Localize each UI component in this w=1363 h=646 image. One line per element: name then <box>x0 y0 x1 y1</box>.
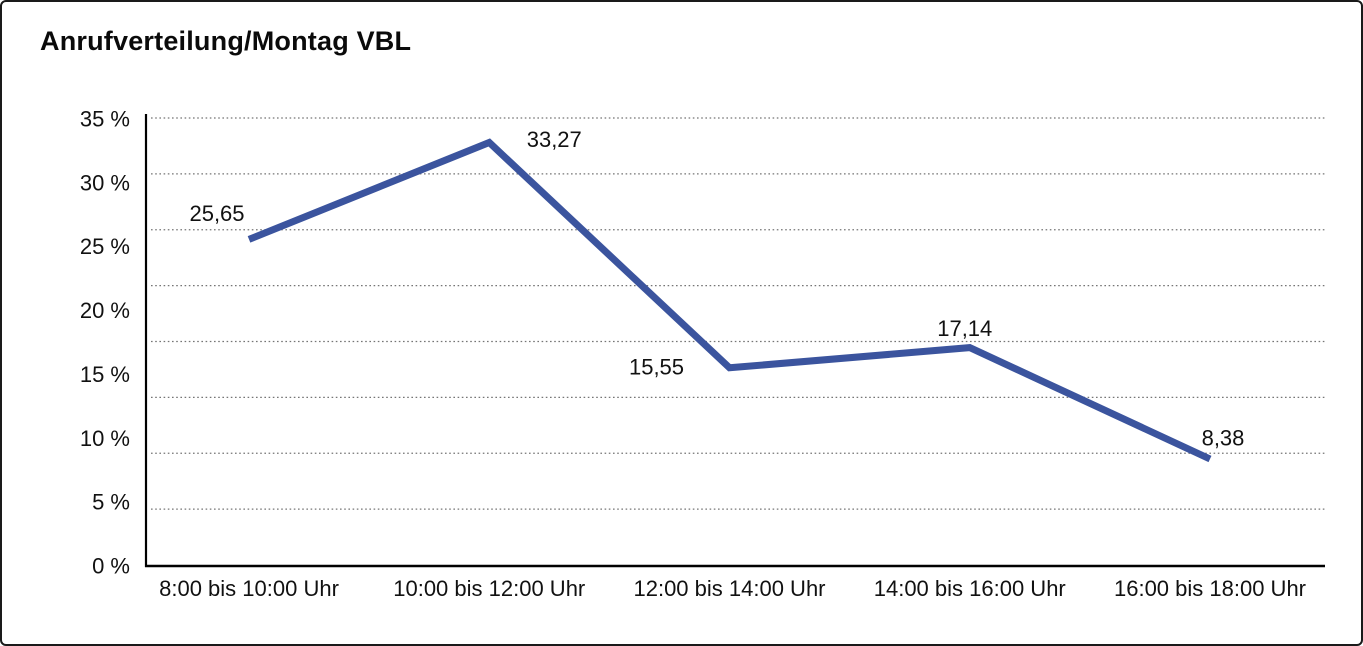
x-tick-label: 12:00 bis 14:00 Uhr <box>633 576 825 601</box>
data-value-label: 33,27 <box>527 127 582 152</box>
y-tick-label: 25 % <box>80 234 130 259</box>
data-value-label: 15,55 <box>629 354 684 379</box>
data-line <box>247 138 1212 463</box>
data-value-label: 17,14 <box>937 316 992 341</box>
chart-title: Anrufverteilung/Montag VBL <box>40 26 412 56</box>
data-value-label: 25,65 <box>189 201 244 226</box>
y-tick-label: 35 % <box>80 107 130 132</box>
y-tick-label: 15 % <box>80 362 130 387</box>
y-tick-label: 0 % <box>92 554 130 579</box>
x-tick-label: 14:00 bis 16:00 Uhr <box>874 576 1066 601</box>
x-tick-label: 10:00 bis 12:00 Uhr <box>393 576 585 601</box>
y-tick-label: 30 % <box>80 170 130 195</box>
y-tick-label: 20 % <box>80 298 130 323</box>
x-tick-label: 8:00 bis 10:00 Uhr <box>159 576 339 601</box>
y-tick-label: 10 % <box>80 426 130 451</box>
data-value-label: 8,38 <box>1202 425 1245 450</box>
x-tick-label: 16:00 bis 18:00 Uhr <box>1114 576 1306 601</box>
y-tick-label: 5 % <box>92 490 130 515</box>
